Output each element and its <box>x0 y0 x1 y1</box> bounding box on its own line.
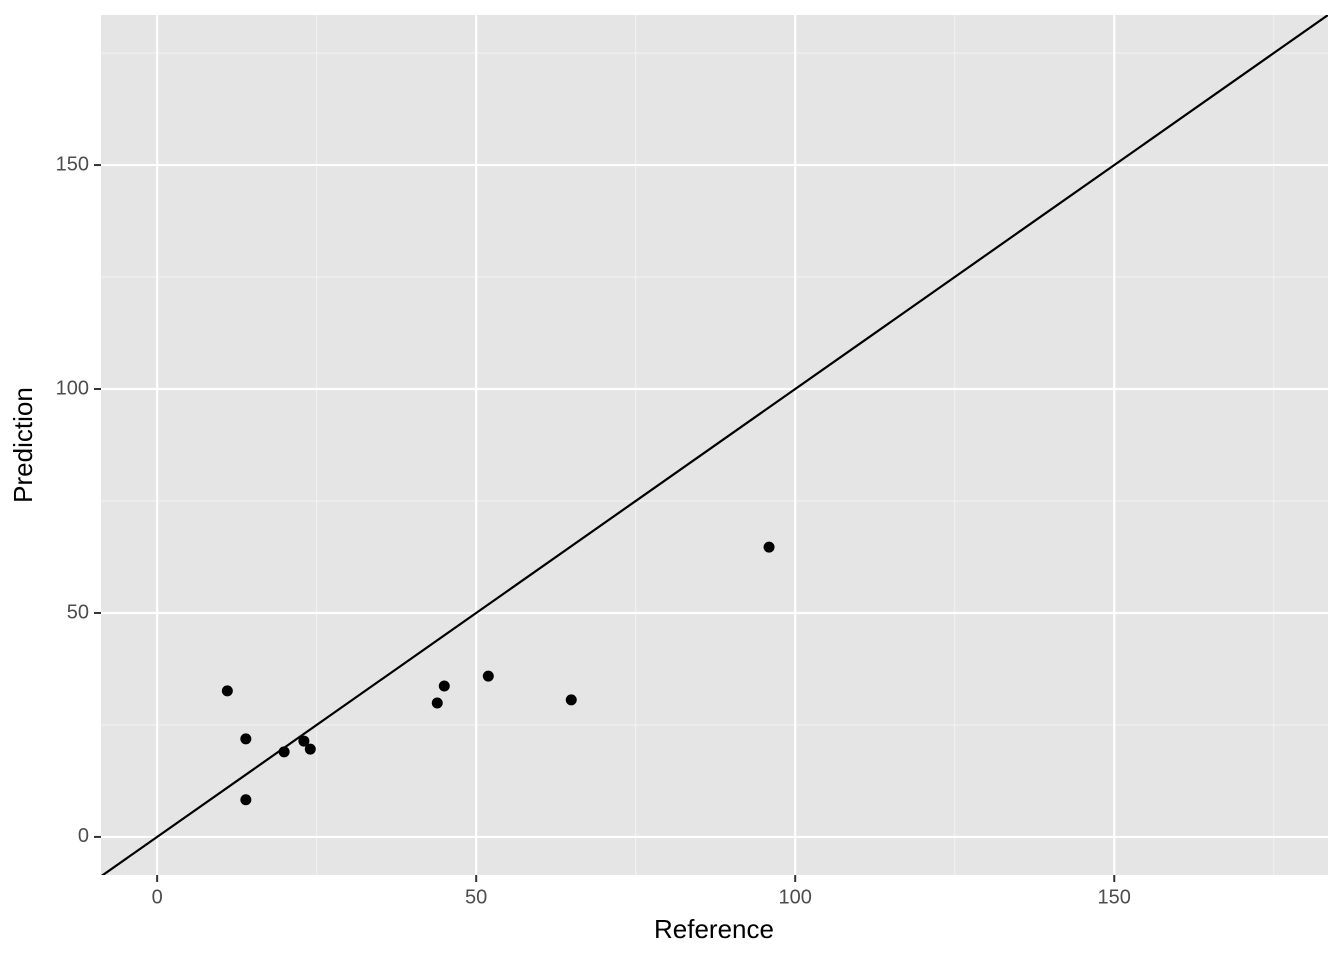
point <box>763 541 775 553</box>
y-tick-label: 50 <box>67 601 89 623</box>
point <box>565 694 577 706</box>
point <box>438 680 450 692</box>
point <box>431 697 443 709</box>
reference-line <box>101 15 1328 875</box>
point <box>304 743 316 755</box>
point <box>298 735 310 747</box>
y-tick-label: 150 <box>56 153 89 175</box>
y-tick-label: 0 <box>78 825 89 847</box>
point <box>482 670 494 682</box>
y-axis-title: Prediction <box>8 387 38 503</box>
point <box>221 685 233 697</box>
x-tick-label: 50 <box>465 886 487 908</box>
point <box>278 746 290 758</box>
point <box>240 733 252 745</box>
x-axis-title: Reference <box>654 914 774 944</box>
x-tick-label: 150 <box>1098 886 1131 908</box>
x-tick-label: 100 <box>779 886 812 908</box>
point <box>240 794 252 806</box>
y-tick-label: 100 <box>56 377 89 399</box>
x-tick-label: 0 <box>152 886 163 908</box>
